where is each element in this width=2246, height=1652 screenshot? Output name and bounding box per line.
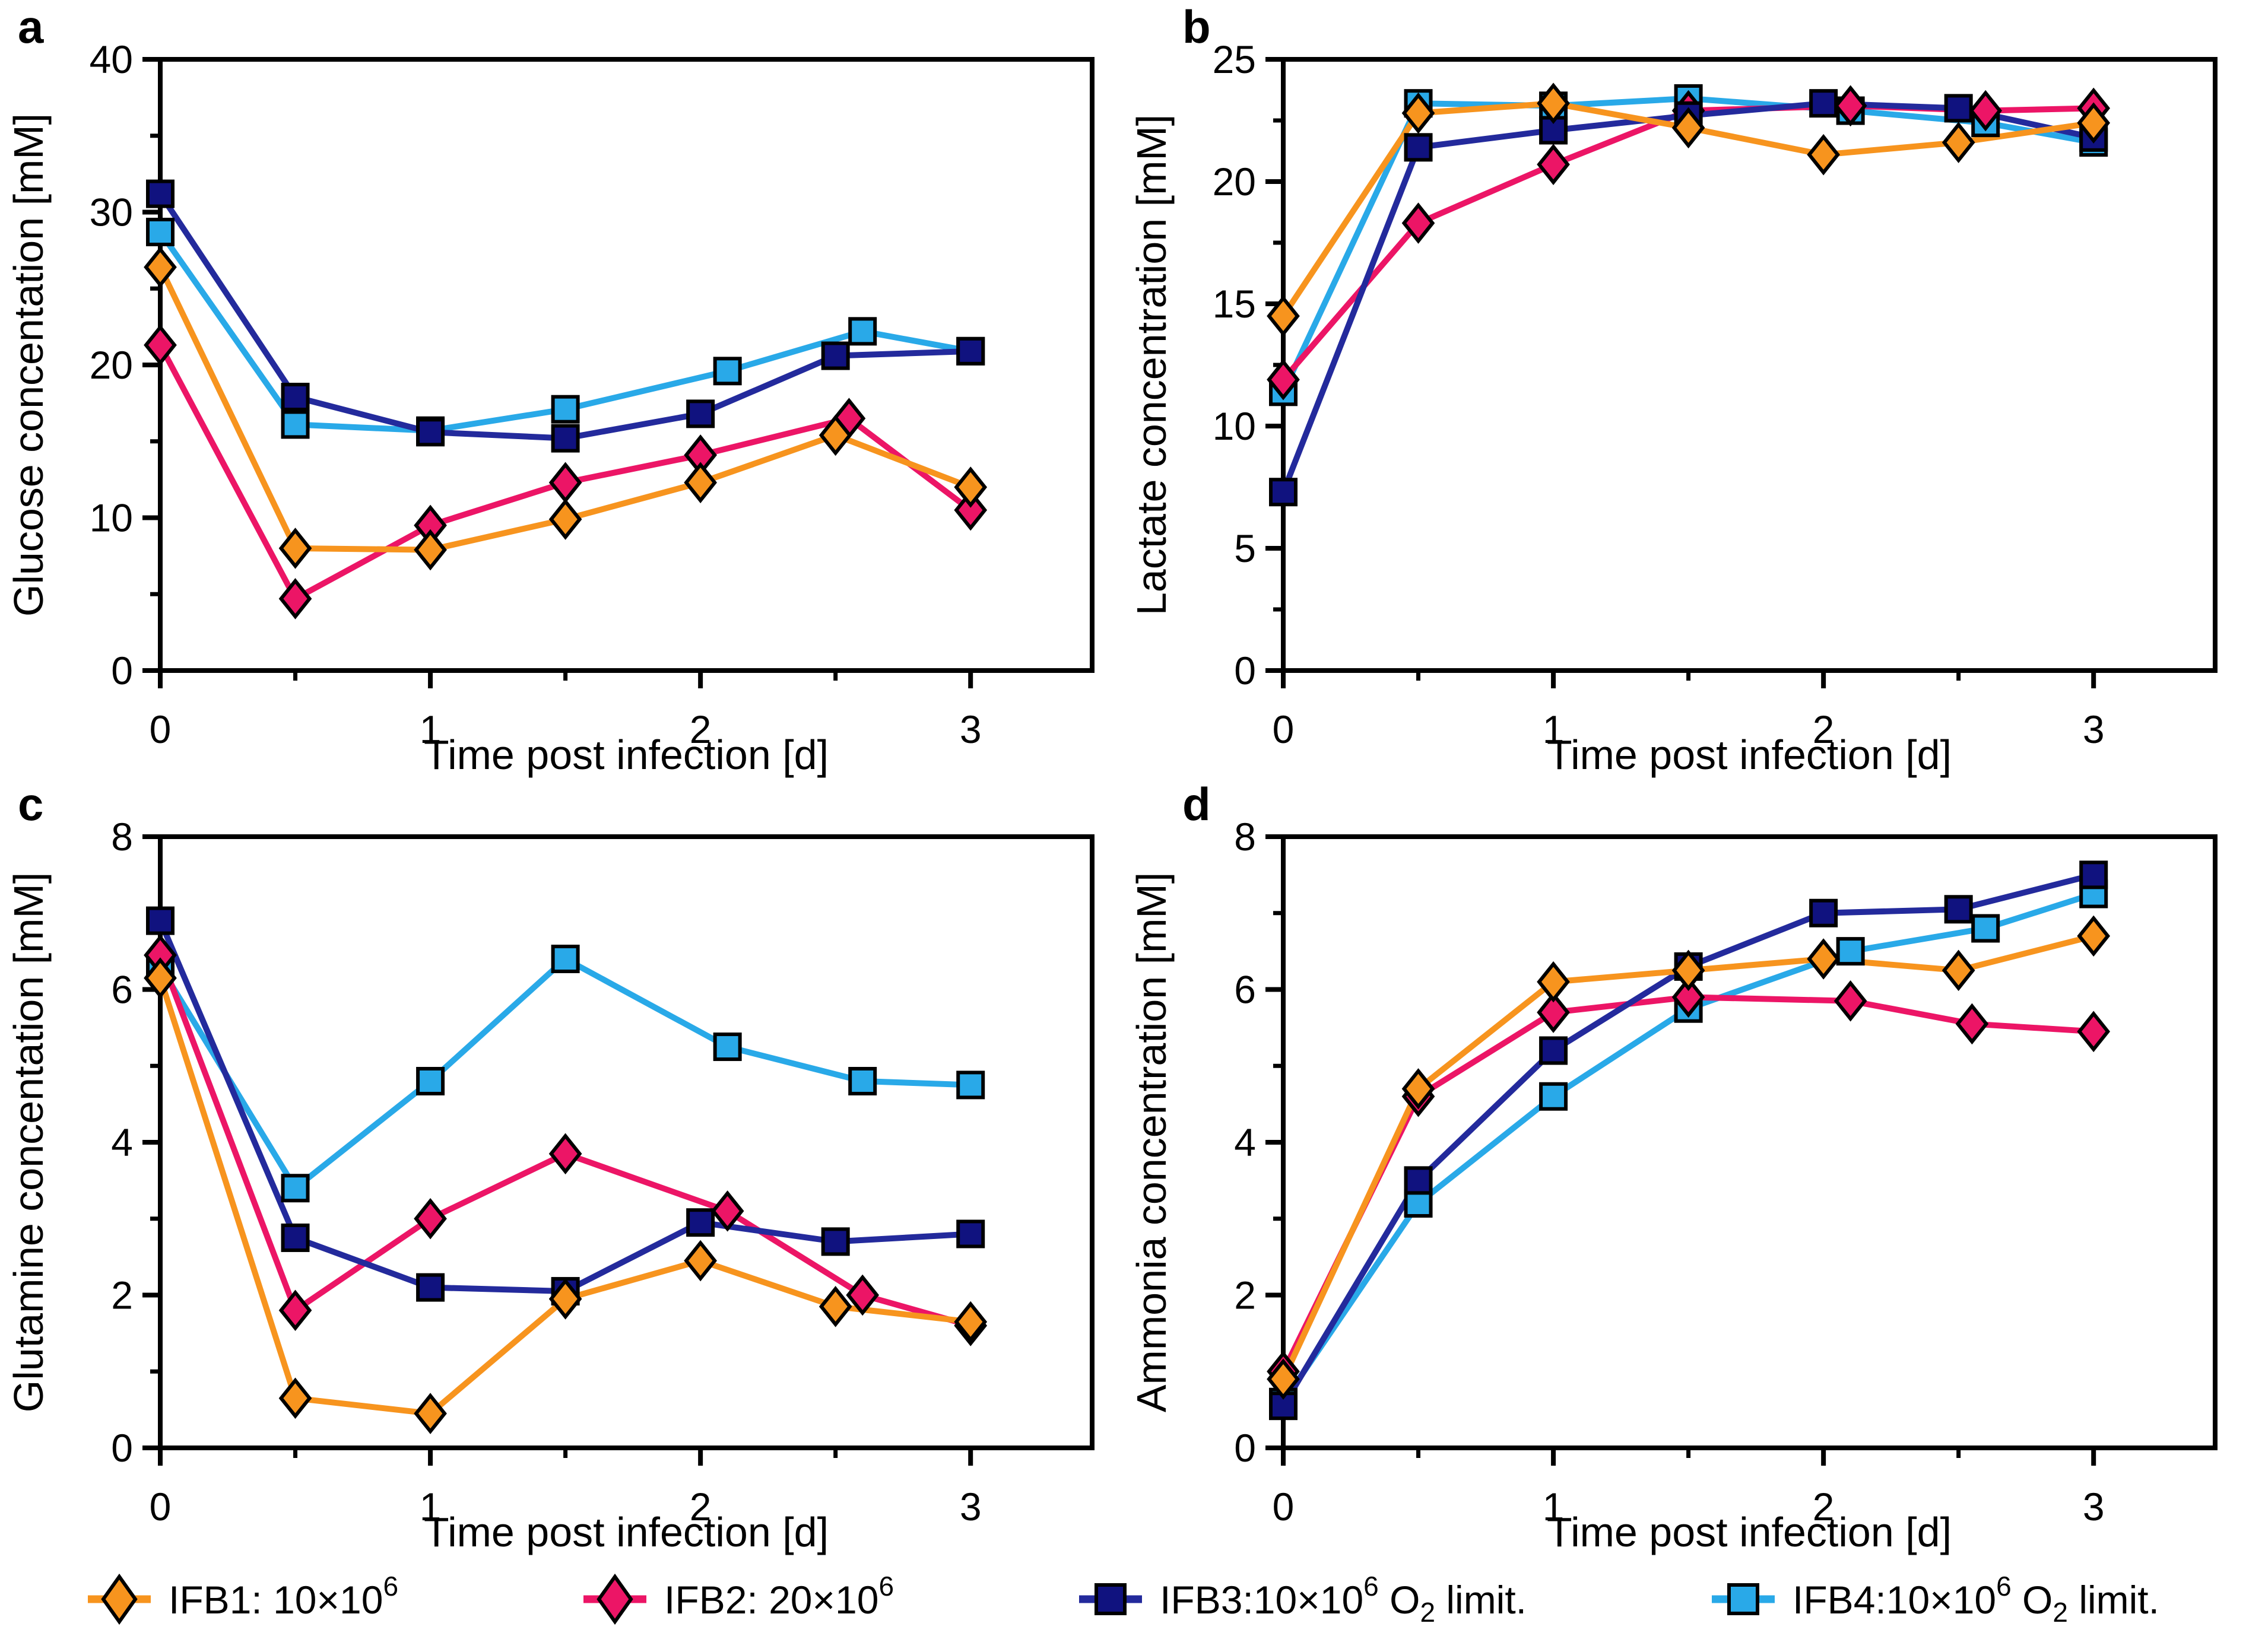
svg-text:20: 20 xyxy=(1213,160,1256,204)
panel-a-xlabel: Time post infection [d] xyxy=(424,732,829,778)
svg-text:2: 2 xyxy=(1813,1485,1835,1529)
svg-text:40: 40 xyxy=(90,37,133,81)
panel-d-series xyxy=(1267,860,2111,1421)
svg-text:1: 1 xyxy=(420,707,442,751)
svg-text:2: 2 xyxy=(690,1485,712,1529)
panel-b-axes: 0 5 10 15 20 25 0 1 2 3 xyxy=(1213,37,2218,751)
panel-c-letter: c xyxy=(18,778,44,830)
svg-text:10: 10 xyxy=(1213,404,1256,448)
ifb1-diamond-marker-icon xyxy=(88,1573,151,1625)
panel-b-plot: Lactate concentration [mM] Time post inf… xyxy=(1128,37,2218,778)
svg-text:2: 2 xyxy=(1813,707,1835,751)
panel-a-axes: 0 10 20 30 40 0 1 2 3 xyxy=(90,37,1095,751)
legend-item-ifb4: IFB4:10×106 O2 limit. xyxy=(1711,1570,2159,1629)
svg-text:0: 0 xyxy=(150,1485,172,1529)
legend-label-ifb2: IFB2: 20×106 xyxy=(664,1571,894,1622)
legend: IFB1: 10×106 IFB2: 20×106 IFB3:10×106 O2… xyxy=(0,1546,2246,1652)
svg-text:30: 30 xyxy=(90,190,133,234)
panel-d: d Ammonia concentration [mM] Time post i… xyxy=(1123,777,2246,1555)
panel-b-ylabel: Lactate concentration [mM] xyxy=(1128,115,1175,615)
svg-text:0: 0 xyxy=(111,649,133,692)
ifb2-diamond-marker-icon xyxy=(583,1573,647,1625)
svg-text:0: 0 xyxy=(1273,707,1295,751)
panel-a: a Glucose concentation [mM] Time post in… xyxy=(0,0,1123,778)
panel-c-xlabel: Time post infection [d] xyxy=(424,1509,829,1555)
svg-text:8: 8 xyxy=(111,815,133,859)
svg-text:3: 3 xyxy=(960,707,982,751)
panel-a-plot: Glucose concentation [mM] Time post infe… xyxy=(5,37,1095,778)
legend-item-ifb1: IFB1: 10×106 xyxy=(87,1570,398,1629)
svg-text:4: 4 xyxy=(111,1120,133,1164)
panel-b-letter: b xyxy=(1182,1,1211,53)
svg-text:0: 0 xyxy=(1234,1426,1256,1470)
svg-text:25: 25 xyxy=(1213,37,1256,81)
svg-text:6: 6 xyxy=(111,968,133,1012)
svg-text:0: 0 xyxy=(1273,1485,1295,1529)
svg-text:8: 8 xyxy=(1234,815,1256,859)
panel-d-ylabel: Ammonia concentration [mM] xyxy=(1128,872,1175,1412)
svg-text:0: 0 xyxy=(150,707,172,751)
legend-item-ifb3: IFB3:10×106 O2 limit. xyxy=(1078,1570,1527,1629)
panel-c-plot: Glutamine concentation [mM] Time post in… xyxy=(5,815,1095,1555)
ifb3-square-marker-icon xyxy=(1079,1583,1143,1615)
panel-a-series xyxy=(144,179,988,620)
svg-text:0: 0 xyxy=(1234,649,1256,692)
legend-label-ifb3: IFB3:10×106 O2 limit. xyxy=(1160,1571,1527,1628)
panel-b-series xyxy=(1267,82,2111,507)
panel-c: c Glutamine concentation [mM] Time post … xyxy=(0,777,1123,1555)
svg-text:1: 1 xyxy=(1543,1485,1565,1529)
legend-label-ifb4: IFB4:10×106 O2 limit. xyxy=(1793,1571,2159,1628)
svg-text:5: 5 xyxy=(1234,526,1256,570)
panel-d-xlabel: Time post infection [d] xyxy=(1547,1509,1952,1555)
svg-text:2: 2 xyxy=(111,1273,133,1317)
panel-d-letter: d xyxy=(1182,778,1211,830)
legend-item-ifb2: IFB2: 20×106 xyxy=(582,1570,894,1629)
panel-d-plot: Ammonia concentration [mM] Time post inf… xyxy=(1128,815,2218,1555)
panel-a-ylabel: Glucose concentation [mM] xyxy=(5,113,52,617)
panel-c-axes: 0 2 4 6 8 0 1 2 3 xyxy=(111,815,1095,1529)
legend-label-ifb1: IFB1: 10×106 xyxy=(169,1571,399,1622)
panel-d-axes: 0 2 4 6 8 0 1 2 3 xyxy=(1234,815,2218,1529)
svg-text:15: 15 xyxy=(1213,282,1256,326)
svg-text:10: 10 xyxy=(90,496,133,540)
panel-b-xlabel: Time post infection [d] xyxy=(1547,732,1952,778)
panel-c-series xyxy=(144,906,988,1434)
svg-text:1: 1 xyxy=(420,1485,442,1529)
svg-text:20: 20 xyxy=(90,343,133,387)
ifb4-square-marker-icon xyxy=(1712,1583,1775,1615)
svg-text:1: 1 xyxy=(1543,707,1565,751)
panel-c-ylabel: Glutamine concentation [mM] xyxy=(5,872,52,1412)
svg-text:3: 3 xyxy=(960,1485,982,1529)
svg-text:2: 2 xyxy=(690,707,712,751)
panel-a-letter: a xyxy=(18,1,44,53)
svg-text:6: 6 xyxy=(1234,968,1256,1012)
panel-b: b Lactate concentration [mM] Time post i… xyxy=(1123,0,2246,778)
svg-text:0: 0 xyxy=(111,1426,133,1470)
svg-text:2: 2 xyxy=(1234,1273,1256,1317)
svg-text:4: 4 xyxy=(1234,1120,1256,1164)
svg-text:3: 3 xyxy=(2083,1485,2105,1529)
svg-text:3: 3 xyxy=(2083,707,2105,751)
